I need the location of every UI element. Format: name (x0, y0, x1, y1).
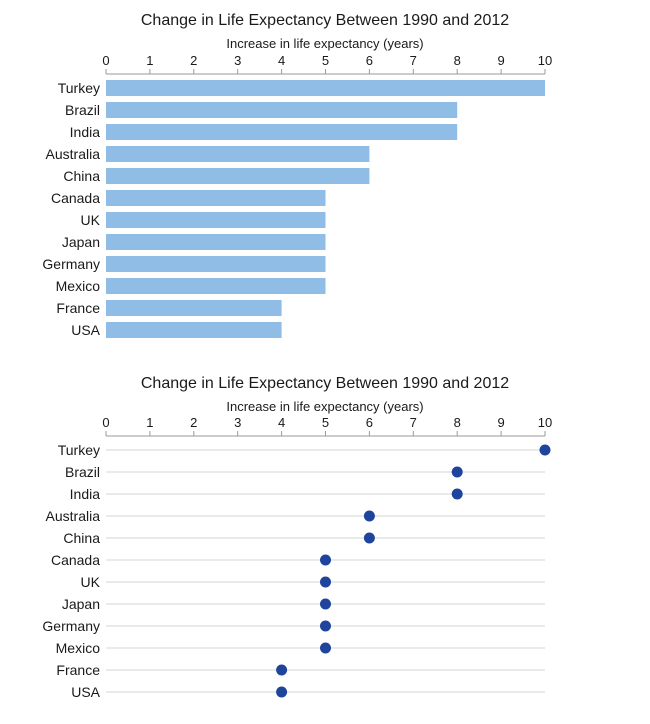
bar-canada (106, 190, 326, 206)
dot-x-tick-label: 5 (322, 415, 329, 430)
dot-category-label: USA (71, 684, 100, 700)
bar-x-tick-label: 1 (146, 53, 153, 68)
bar-category-label: China (63, 168, 100, 184)
dot-category-label: UK (81, 574, 101, 590)
bar-brazil (106, 102, 458, 118)
bar-category-label: Germany (42, 256, 100, 272)
bar-x-tick-label: 5 (322, 53, 329, 68)
bar-x-tick-label: 3 (234, 53, 241, 68)
dot-x-tick-label: 6 (366, 415, 373, 430)
bar-chart-title: Change in Life Expectancy Between 1990 a… (141, 12, 509, 29)
dot-category-label: France (56, 662, 100, 678)
dot-x-tick-label: 4 (278, 415, 285, 430)
bar-x-tick-label: 0 (102, 53, 109, 68)
dot-usa (276, 686, 288, 698)
bar-category-label: USA (71, 322, 100, 338)
dot-x-tick-label: 2 (190, 415, 197, 430)
dot-china (363, 532, 375, 544)
dot-category-label: Australia (46, 508, 101, 524)
dot-x-tick-label: 1 (146, 415, 153, 430)
bar-germany (106, 256, 326, 272)
bar-x-tick-label: 10 (538, 53, 552, 68)
bar-category-label: Turkey (58, 80, 100, 96)
bar-india (106, 124, 458, 140)
bar-x-tick-label: 4 (278, 53, 285, 68)
bar-x-tick-label: 8 (454, 53, 461, 68)
dot-germany (320, 620, 331, 632)
bar-category-label: Australia (46, 146, 101, 162)
dot-category-label: Turkey (58, 442, 100, 458)
dot-x-tick-label: 10 (538, 415, 552, 430)
dot-turkey (539, 444, 551, 456)
bar-chart: Change in Life Expectancy Between 1990 a… (42, 12, 552, 338)
bar-category-label: France (56, 300, 100, 316)
dot-chart-title: Change in Life Expectancy Between 1990 a… (141, 375, 509, 392)
dot-category-label: Japan (62, 596, 100, 612)
bar-australia (106, 146, 370, 162)
dot-mexico (320, 642, 331, 654)
bar-x-tick-label: 7 (410, 53, 417, 68)
bar-uk (106, 212, 326, 228)
bar-x-tick-label: 9 (497, 53, 504, 68)
dot-category-label: Germany (42, 618, 100, 634)
dot-chart-x-axis-label: Increase in life expectancy (years) (226, 399, 423, 414)
dot-france (276, 664, 288, 676)
dot-india (451, 488, 463, 500)
bar-x-tick-label: 2 (190, 53, 197, 68)
bar-x-tick-label: 6 (366, 53, 373, 68)
bar-china (106, 168, 370, 184)
dot-category-label: Mexico (56, 640, 101, 656)
bar-japan (106, 234, 326, 250)
dot-uk (320, 576, 331, 588)
dot-x-tick-label: 9 (497, 415, 504, 430)
bar-category-label: Canada (51, 190, 100, 206)
dot-x-tick-label: 0 (102, 415, 109, 430)
dot-australia (363, 510, 375, 522)
bar-turkey (106, 80, 545, 96)
bar-france (106, 300, 282, 316)
bar-category-label: India (70, 124, 101, 140)
dot-brazil (451, 466, 463, 478)
bar-category-label: UK (81, 212, 101, 228)
dot-x-tick-label: 3 (234, 415, 241, 430)
dot-canada (320, 554, 331, 566)
bar-category-label: Japan (62, 234, 100, 250)
dot-category-label: India (70, 486, 101, 502)
dot-category-label: Canada (51, 552, 100, 568)
bar-usa (106, 322, 282, 338)
dot-plot-chart: Change in Life Expectancy Between 1990 a… (42, 375, 552, 700)
bar-category-label: Mexico (56, 278, 101, 294)
bar-mexico (106, 278, 326, 294)
dot-category-label: China (63, 530, 100, 546)
dot-x-tick-label: 7 (410, 415, 417, 430)
dot-x-tick-label: 8 (454, 415, 461, 430)
dot-japan (320, 598, 331, 610)
bar-chart-x-axis-label: Increase in life expectancy (years) (226, 36, 423, 51)
dot-category-label: Brazil (65, 464, 100, 480)
bar-category-label: Brazil (65, 102, 100, 118)
